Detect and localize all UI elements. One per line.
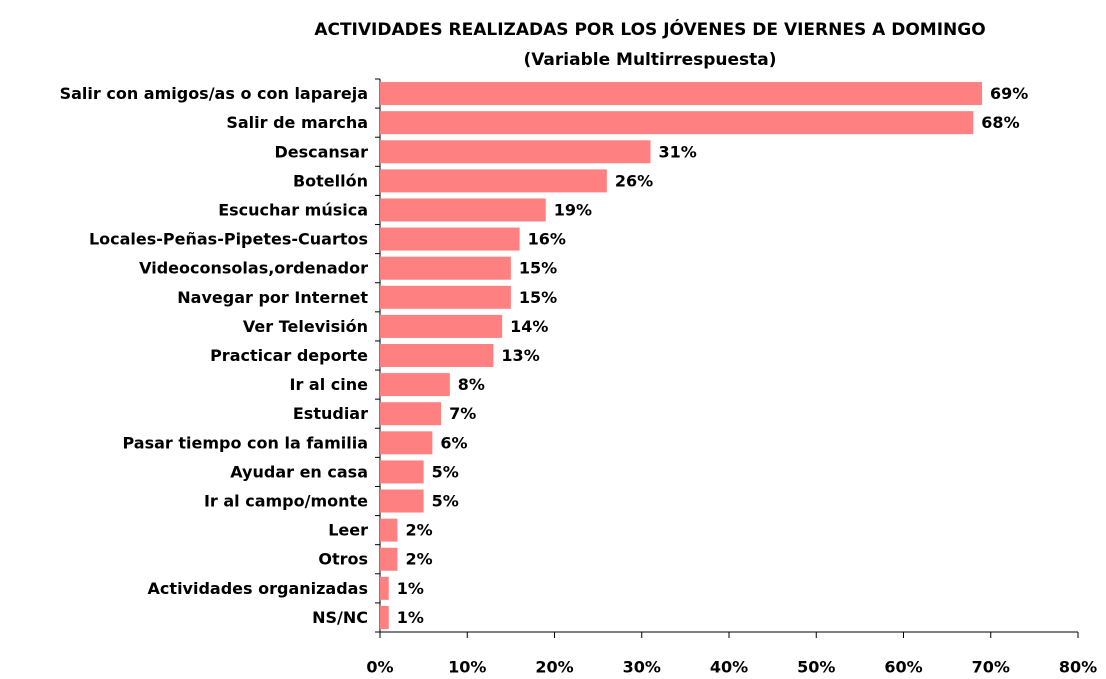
x-tick-label: 40% bbox=[710, 658, 748, 677]
y-tick-label: Ir al campo/monte bbox=[204, 492, 368, 511]
y-tick-label: Leer bbox=[328, 521, 368, 540]
y-tick-label: Navegar por Internet bbox=[177, 288, 368, 307]
value-label: 6% bbox=[440, 433, 467, 452]
y-tick-label: Estudiar bbox=[293, 404, 368, 423]
value-label: 68% bbox=[981, 113, 1019, 132]
value-label: 2% bbox=[405, 550, 432, 569]
y-tick-label: Otros bbox=[318, 550, 368, 569]
y-tick-label: Descansar bbox=[274, 142, 368, 161]
bar bbox=[380, 198, 546, 222]
y-tick-label: Locales-Peñas-Pipetes-Cuartos bbox=[89, 230, 368, 249]
value-label: 69% bbox=[990, 84, 1028, 103]
bar bbox=[380, 576, 389, 600]
x-tick-label: 70% bbox=[972, 658, 1010, 677]
bar bbox=[380, 489, 424, 513]
y-tick-label: NS/NC bbox=[312, 608, 368, 627]
y-tick-label: Pasar tiempo con la familia bbox=[122, 433, 368, 452]
y-tick-label: Videoconsolas,ordenador bbox=[139, 259, 368, 278]
bar bbox=[380, 518, 398, 542]
bar bbox=[380, 460, 424, 484]
y-tick-label: Actividades organizadas bbox=[148, 579, 368, 598]
value-label: 15% bbox=[519, 259, 557, 278]
y-tick-label: Botellón bbox=[293, 171, 368, 190]
bar bbox=[380, 605, 389, 629]
y-tick-label: Salir con amigos/as o con lapareja bbox=[60, 84, 368, 103]
value-label: 31% bbox=[658, 142, 696, 161]
y-tick-label: Ver Televisión bbox=[243, 317, 368, 336]
bar bbox=[380, 431, 433, 455]
x-tick-label: 50% bbox=[797, 658, 835, 677]
x-tick-label: 0% bbox=[366, 658, 393, 677]
value-label: 1% bbox=[397, 608, 424, 627]
bar bbox=[380, 285, 511, 309]
value-label: 7% bbox=[449, 404, 476, 423]
bar bbox=[380, 314, 503, 338]
y-tick-label: Escuchar música bbox=[218, 200, 368, 219]
chart-title: ACTIVIDADES REALIZADAS POR LOS JÓVENES D… bbox=[314, 18, 985, 40]
bar bbox=[380, 256, 511, 280]
value-label: 8% bbox=[458, 375, 485, 394]
y-tick-label: Practicar deporte bbox=[210, 346, 368, 365]
x-tick-label: 20% bbox=[535, 658, 573, 677]
y-tick-label: Ir al cine bbox=[290, 375, 369, 394]
y-tick-label: Salir de marcha bbox=[226, 113, 368, 132]
bar bbox=[380, 140, 651, 164]
value-label: 5% bbox=[432, 492, 459, 511]
chart-subtitle: (Variable Multirrespuesta) bbox=[523, 50, 776, 70]
value-label: 16% bbox=[528, 230, 566, 249]
bar bbox=[380, 373, 450, 397]
x-tick-label: 80% bbox=[1059, 658, 1097, 677]
x-tick-label: 10% bbox=[448, 658, 486, 677]
value-label: 13% bbox=[501, 346, 539, 365]
value-label: 5% bbox=[432, 462, 459, 481]
value-label: 15% bbox=[519, 288, 557, 307]
bar bbox=[380, 402, 442, 426]
x-tick-label: 60% bbox=[884, 658, 922, 677]
value-label: 2% bbox=[405, 521, 432, 540]
x-tick-label: 30% bbox=[623, 658, 661, 677]
bar bbox=[380, 111, 974, 135]
value-label: 1% bbox=[397, 579, 424, 598]
bar bbox=[380, 547, 398, 571]
bar bbox=[380, 169, 607, 193]
value-label: 19% bbox=[554, 200, 592, 219]
bar bbox=[380, 344, 494, 367]
value-label: 26% bbox=[615, 171, 653, 190]
bar bbox=[380, 82, 983, 106]
y-tick-label: Ayudar en casa bbox=[230, 462, 368, 481]
bar bbox=[380, 227, 520, 251]
value-label: 14% bbox=[510, 317, 548, 336]
